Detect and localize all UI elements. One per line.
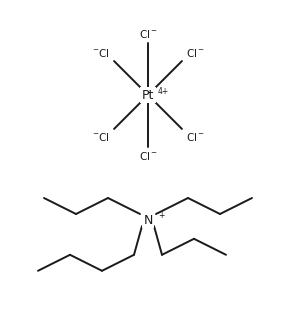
Text: Cl$^-$: Cl$^-$ — [139, 150, 158, 162]
Text: Cl$^-$: Cl$^-$ — [186, 47, 205, 59]
Text: Pt: Pt — [142, 88, 154, 101]
Text: $^{-}$Cl: $^{-}$Cl — [92, 47, 110, 59]
Text: +: + — [158, 211, 164, 221]
Text: Cl$^-$: Cl$^-$ — [139, 28, 158, 40]
Text: $^{-}$Cl: $^{-}$Cl — [92, 131, 110, 143]
Text: Cl$^-$: Cl$^-$ — [186, 131, 205, 143]
Text: N: N — [143, 214, 153, 226]
Text: 4+: 4+ — [158, 87, 169, 95]
